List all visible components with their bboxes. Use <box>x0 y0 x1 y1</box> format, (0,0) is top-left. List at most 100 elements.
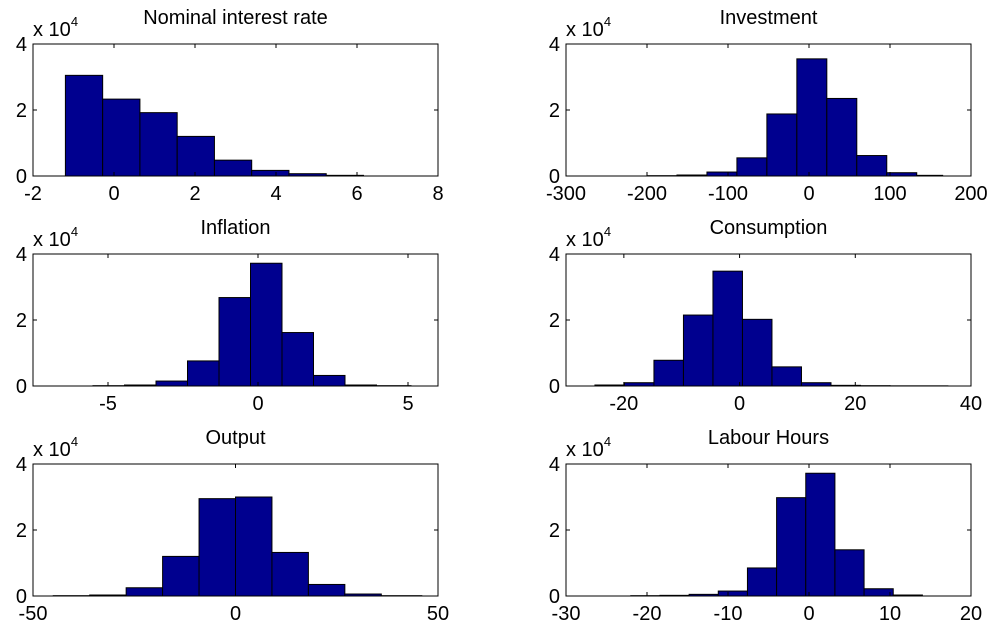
x-tick-label: 8 <box>432 183 443 205</box>
histogram-bar <box>198 498 237 597</box>
histogram-bar <box>826 97 858 177</box>
histogram-bar <box>176 135 215 177</box>
panel-labour-hours: x 104 Labour Hours -30 -20 -10 0 10 20 0 2 4 <box>549 427 982 625</box>
histogram-bar <box>213 159 253 177</box>
histogram-bar <box>916 174 944 177</box>
y-tick-label: 0 <box>16 376 27 398</box>
histogram-bar <box>89 594 127 597</box>
x-tick-label: -20 <box>633 603 662 625</box>
histogram-bar <box>736 157 768 177</box>
y-tick-label: 4 <box>16 34 27 56</box>
histogram-bar <box>741 318 773 387</box>
histogram-bar <box>307 583 346 597</box>
x-tick-label: -50 <box>19 603 48 625</box>
histogram-bar <box>688 593 719 597</box>
histogram-bar <box>313 374 346 387</box>
chart-title: Output <box>205 427 265 449</box>
y-tick-label: 2 <box>549 310 560 332</box>
histogram-bar <box>64 74 104 177</box>
x-tick-label: 20 <box>960 603 982 625</box>
x-tick-label: 4 <box>270 183 281 205</box>
y-tick-label: 4 <box>549 454 560 476</box>
y-exponent-label: x 104 <box>566 224 611 251</box>
bar-series <box>64 74 364 177</box>
histogram-bar <box>776 497 807 597</box>
histogram-bar <box>251 169 290 177</box>
histogram-bar <box>746 567 778 597</box>
y-exponent-label: x 104 <box>33 224 78 251</box>
histogram-bar <box>659 594 690 597</box>
histogram-bar <box>162 555 200 597</box>
x-tick-label: 0 <box>252 393 263 415</box>
histogram-bar <box>218 297 251 387</box>
histogram-bar <box>344 593 382 597</box>
y-tick-label: 2 <box>16 520 27 542</box>
bar-series <box>92 262 412 387</box>
x-tick-label: 0 <box>108 183 119 205</box>
chart-title: Labour Hours <box>708 427 829 449</box>
histogram-bar <box>834 549 865 597</box>
axis-ticks: -300 -200 -100 0 100 200 0 2 4 <box>546 34 988 205</box>
axis-ticks: -30 -20 -10 0 10 20 0 2 4 <box>549 454 982 625</box>
histogram-bar <box>830 384 861 387</box>
histogram-bar <box>717 590 748 597</box>
chart-title: Inflation <box>200 217 270 239</box>
panel-inflation: x 104 Inflation -5 0 5 0 2 4 <box>16 217 439 415</box>
y-tick-label: 2 <box>549 100 560 122</box>
x-tick-label: -100 <box>708 183 748 205</box>
x-tick-label: 0 <box>230 603 241 625</box>
histogram-bar <box>187 360 220 387</box>
panel-consumption: x 104 Consumption -20 0 20 40 0 2 4 <box>549 217 982 415</box>
bar-series <box>52 496 423 597</box>
y-tick-label: 4 <box>549 244 560 266</box>
histogram-bar <box>325 174 364 177</box>
histogram-bar <box>653 359 684 387</box>
histogram-bar <box>863 588 894 597</box>
y-tick-label: 4 <box>16 244 27 266</box>
histogram-bar <box>800 382 832 387</box>
chart-title: Investment <box>720 7 818 29</box>
x-tick-label: -30 <box>552 603 581 625</box>
panel-investment: x 104 Investment -300 -200 -100 0 100 200 0 2 4 <box>546 7 988 205</box>
y-tick-label: 4 <box>16 454 27 476</box>
histogram-bar <box>271 551 309 597</box>
y-tick-label: 2 <box>549 520 560 542</box>
histogram-bar <box>139 112 178 177</box>
axis-ticks: -20 0 20 40 0 2 4 <box>549 244 982 415</box>
x-tick-label: 2 <box>189 183 200 205</box>
x-tick-label: 0 <box>734 393 745 415</box>
histogram-bar <box>706 171 738 177</box>
x-tick-label: -10 <box>714 603 743 625</box>
histogram-bar <box>805 472 836 597</box>
x-tick-label: -200 <box>627 183 667 205</box>
y-tick-label: 0 <box>549 376 560 398</box>
histogram-bar <box>712 270 743 387</box>
x-tick-label: 5 <box>402 393 413 415</box>
y-exponent-label: x 104 <box>33 434 78 461</box>
histogram-bar <box>892 594 923 597</box>
x-tick-label: 50 <box>427 603 449 625</box>
x-tick-label: 6 <box>351 183 362 205</box>
x-tick-label: -300 <box>546 183 586 205</box>
histogram-bar <box>796 58 828 177</box>
x-tick-label: -20 <box>609 393 638 415</box>
histogram-bar <box>281 332 314 387</box>
bar-series <box>646 58 944 177</box>
x-tick-label: -2 <box>24 183 42 205</box>
x-tick-label: 0 <box>803 183 814 205</box>
y-exponent-label: x 104 <box>566 434 611 461</box>
histogram-bar <box>886 172 918 177</box>
y-exponent-label: x 104 <box>33 14 78 41</box>
x-tick-label: 100 <box>873 183 906 205</box>
histogram-bar <box>771 366 802 387</box>
axis-ticks: -5 0 5 0 2 4 <box>16 244 438 415</box>
y-tick-label: 2 <box>16 310 27 332</box>
y-exponent-label: x 104 <box>566 14 611 41</box>
histogram-bar <box>125 587 164 597</box>
chart-title: Nominal interest rate <box>143 7 328 29</box>
y-tick-label: 0 <box>16 166 27 188</box>
